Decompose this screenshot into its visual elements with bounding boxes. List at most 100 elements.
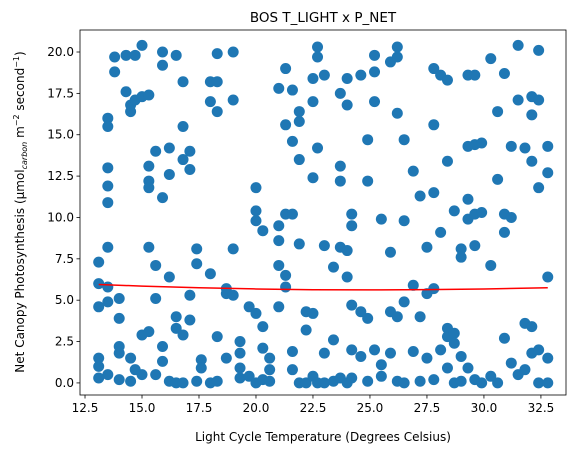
point [227, 289, 239, 301]
point [375, 213, 387, 225]
point [398, 215, 410, 227]
point [273, 259, 285, 271]
point [526, 109, 538, 121]
point [273, 82, 285, 94]
point [234, 372, 246, 384]
point [177, 154, 189, 166]
point [455, 243, 467, 255]
x-tick-label: 30.0 [471, 401, 498, 415]
point [462, 193, 474, 205]
point [542, 167, 554, 179]
point [136, 39, 148, 51]
point [455, 350, 467, 362]
point [102, 197, 114, 209]
point [346, 344, 358, 356]
point [157, 192, 169, 204]
point [170, 49, 182, 61]
point [369, 49, 381, 61]
point [163, 271, 175, 283]
point [428, 119, 440, 131]
point [163, 142, 175, 154]
point [362, 312, 374, 324]
y-tick-label: 15.0 [47, 128, 74, 142]
point [448, 337, 460, 349]
point [195, 354, 207, 366]
point [93, 256, 105, 268]
point [113, 312, 125, 324]
point [441, 74, 453, 86]
point [93, 352, 105, 364]
point [369, 344, 381, 356]
point [257, 342, 269, 354]
point [435, 344, 447, 356]
point [476, 137, 488, 149]
point [204, 96, 216, 108]
point [211, 76, 223, 88]
y-tick-label: 17.5 [47, 86, 74, 100]
point [150, 293, 162, 305]
point [362, 175, 374, 187]
point [341, 245, 353, 257]
point [177, 329, 189, 341]
point [280, 269, 292, 281]
point [542, 140, 554, 152]
point [150, 145, 162, 157]
point [143, 89, 155, 101]
point [421, 352, 433, 364]
point [163, 168, 175, 180]
point [542, 352, 554, 364]
point [526, 155, 538, 167]
point [177, 377, 189, 389]
point [170, 322, 182, 334]
point [375, 370, 387, 382]
point [243, 370, 255, 382]
fit-line [98, 283, 548, 291]
point [355, 69, 367, 81]
point [211, 375, 223, 387]
point [293, 238, 305, 250]
point [177, 120, 189, 132]
point [498, 332, 510, 344]
point [280, 119, 292, 131]
point [492, 106, 504, 118]
point [448, 327, 460, 339]
point [526, 321, 538, 333]
point [143, 160, 155, 172]
point [184, 314, 196, 326]
point [485, 259, 497, 271]
point [191, 243, 203, 255]
point [211, 106, 223, 118]
point [407, 165, 419, 177]
y-label-part: second [13, 68, 27, 115]
point [250, 307, 262, 319]
point [264, 352, 276, 364]
point [102, 281, 114, 293]
point [93, 360, 105, 372]
point [384, 347, 396, 359]
point [102, 296, 114, 308]
x-tick-label: 22.5 [300, 401, 327, 415]
point [234, 336, 246, 348]
point [191, 375, 203, 387]
point [492, 173, 504, 185]
point [398, 377, 410, 389]
point [143, 326, 155, 338]
point [341, 72, 353, 84]
x-tick-label: 20.0 [243, 401, 270, 415]
point [476, 207, 488, 218]
point [505, 357, 517, 369]
point [113, 374, 125, 386]
point [428, 63, 440, 75]
y-tick-label: 2.5 [55, 335, 74, 349]
y-label-part: m [13, 126, 27, 142]
point [280, 63, 292, 75]
point [369, 66, 381, 78]
plot-frame [79, 29, 567, 396]
point [211, 331, 223, 343]
point [250, 205, 262, 217]
y-label-part: Net Canopy Photosynthesis (μmol [13, 169, 27, 372]
point [307, 307, 319, 319]
x-tick-label: 25.0 [357, 401, 384, 415]
point [227, 94, 239, 106]
